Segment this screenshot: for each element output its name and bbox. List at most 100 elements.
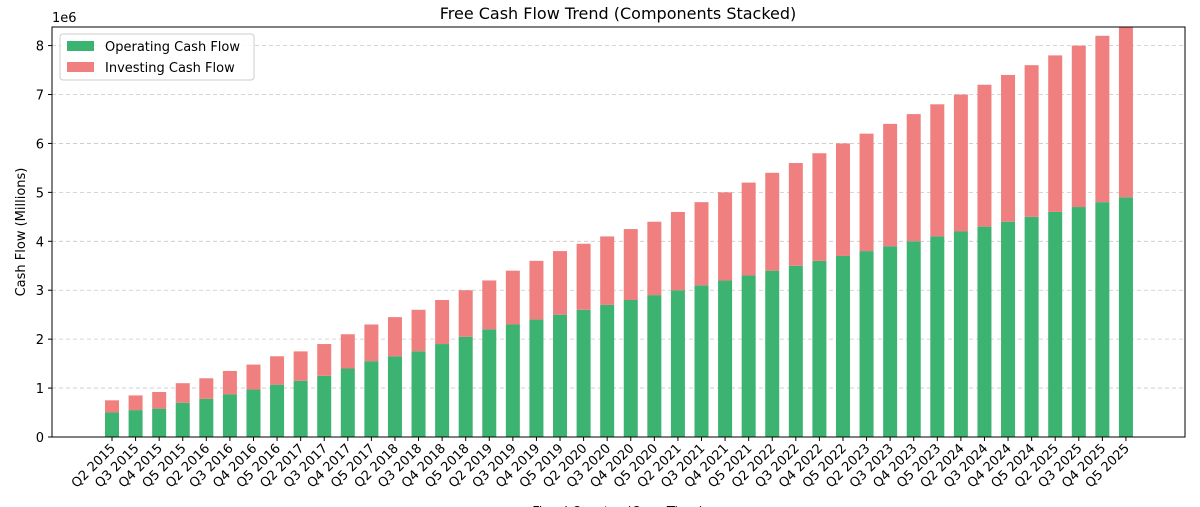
bar [505,270,520,325]
bar [553,314,568,437]
bar [317,344,332,376]
bar [364,361,379,437]
bar [718,192,733,281]
bar [105,400,119,413]
y-tick-label: 6 [36,137,44,152]
bar [906,241,921,437]
bar [458,290,473,337]
bar [930,104,945,237]
bar [199,398,214,437]
bar [906,114,921,242]
legend-label: Operating Cash Flow [105,40,240,55]
bar [576,243,591,310]
y-tick-label: 7 [36,89,44,104]
bar [977,84,992,227]
bar [953,231,968,437]
bar [647,295,662,437]
bar [930,236,945,437]
bar [387,356,402,437]
bar [694,285,709,437]
bar [317,375,332,437]
bar [859,251,874,437]
bar [953,94,968,232]
bar [576,309,591,437]
legend-label: Investing Cash Flow [105,61,235,76]
bars [105,27,1133,437]
bar [1048,211,1063,437]
bar [859,133,874,252]
y-offset-label: 1e6 [52,11,77,26]
bar [1095,202,1110,437]
bar [152,391,167,409]
bar [458,336,473,437]
x-axis-label: Fiscal Quarter (Over Time) [532,505,704,507]
y-axis-label: Cash Flow (Millions) [14,168,29,297]
bar [600,304,615,437]
bar [293,380,308,437]
y-tick-label: 3 [36,284,44,299]
bar [694,202,709,286]
bar [788,163,803,266]
bar [788,265,803,437]
bar [222,370,237,395]
bar [883,123,898,247]
bar [152,408,167,437]
bar [199,378,214,399]
bar [411,351,426,437]
bar [812,260,827,437]
bar [175,402,190,437]
bar [175,383,190,403]
chart-title: Free Cash Flow Trend (Components Stacked… [440,4,797,23]
bar [741,182,756,276]
bar [741,275,756,437]
y-tick-label: 8 [36,40,44,55]
bar [977,226,992,437]
bar [1118,197,1133,437]
bar [505,324,520,437]
bar [340,368,355,437]
bar [128,395,143,411]
bar [1024,65,1039,217]
bar [482,329,497,437]
legend: Operating Cash Flow Investing Cash Flow [59,33,255,81]
bar [647,221,662,296]
bar [623,229,638,301]
bar [128,410,143,437]
bar [600,236,615,305]
bar [1095,35,1110,203]
bar [411,309,426,352]
plot-frame [51,26,1186,438]
bar [270,356,285,385]
bar [883,246,898,437]
bar [435,300,450,345]
bar [553,251,568,315]
bar [435,344,450,437]
bar [1048,55,1063,212]
bar [1001,74,1016,222]
bar [1001,221,1016,437]
legend-swatch [67,62,94,72]
bar [270,384,285,437]
bar [835,143,850,256]
legend-box [59,33,255,81]
bar [246,364,261,390]
bar [293,351,308,381]
bar [765,172,780,271]
bar [670,211,685,291]
legend-swatch [67,41,94,51]
bar [670,290,685,437]
y-tick-label: 4 [36,235,44,250]
bar [1071,207,1086,437]
bar [1118,27,1133,198]
bar [246,389,261,437]
bar [105,412,119,437]
bar [482,280,497,330]
y-tick-label: 0 [36,431,44,446]
bar [222,394,237,437]
bar [1024,216,1039,437]
bar [529,319,544,437]
bar [812,153,827,261]
bar [364,324,379,362]
bar [1071,45,1086,208]
